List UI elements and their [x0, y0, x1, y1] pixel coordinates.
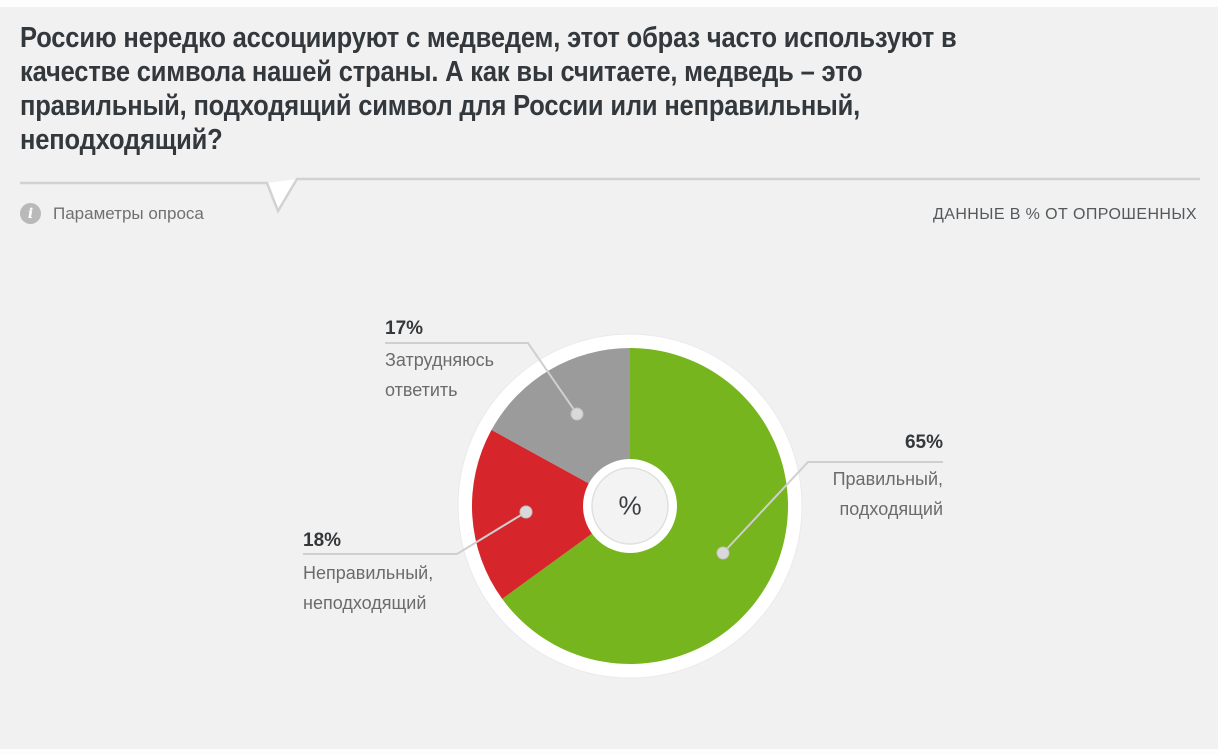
- slice-value-18: 18%: [303, 530, 342, 551]
- slice-label-65: Правильный, подходящий: [743, 464, 943, 524]
- leader-dot-18: [519, 505, 533, 519]
- slice-value-17: 17%: [385, 318, 424, 339]
- leader-line-18: [303, 511, 527, 555]
- donut-inner-ring: [591, 467, 669, 545]
- divider-tail: [267, 179, 297, 211]
- poll-parameters-button[interactable]: i Параметры опроса: [20, 203, 204, 224]
- data-note: ДАННЫЕ В % ОТ ОПРОШЕННЫХ: [933, 206, 1197, 223]
- leader-line-17: [385, 342, 578, 415]
- pie-slice-2: [471, 429, 630, 599]
- slice-label-17-line1: Затрудняюсь: [385, 350, 495, 370]
- slice-label-17-line2: ответить: [385, 380, 458, 400]
- question-title: Россию нередко ассоциируют с медведем, э…: [20, 21, 1190, 157]
- donut-center-label: %: [618, 490, 642, 521]
- slice-label-18-line2: неподходящий: [303, 593, 427, 613]
- info-icon: i: [20, 203, 41, 224]
- question-title-line: неподходящий?: [20, 124, 223, 156]
- question-title-line: качестве символа нашей страны. А как вы …: [20, 56, 863, 88]
- slice-label-65-line2: подходящий: [839, 499, 943, 519]
- slice-label-18: Неправильный, неподходящий: [303, 558, 433, 618]
- info-icon-glyph: i: [27, 205, 34, 222]
- slice-label-18-line1: Неправильный,: [303, 563, 434, 583]
- top-edge-strip: [0, 0, 1218, 7]
- leader-dot-17: [570, 407, 584, 421]
- bottom-edge-strip: [0, 749, 1218, 755]
- leader-line-65: [722, 461, 943, 554]
- question-title-line: Россию нередко ассоциируют с медведем, э…: [20, 22, 957, 54]
- divider-line: [20, 177, 1200, 214]
- slice-label-65-line1: Правильный,: [832, 469, 943, 489]
- leader-dot-65: [716, 546, 730, 560]
- slice-value-65: 65%: [904, 432, 943, 453]
- question-title-line: правильный, подходящий символ для России…: [20, 90, 861, 122]
- pie-slice-3: [491, 348, 630, 506]
- slice-label-17: Затрудняюсь ответить: [385, 345, 494, 405]
- poll-parameters-label: Параметры опроса: [53, 203, 204, 223]
